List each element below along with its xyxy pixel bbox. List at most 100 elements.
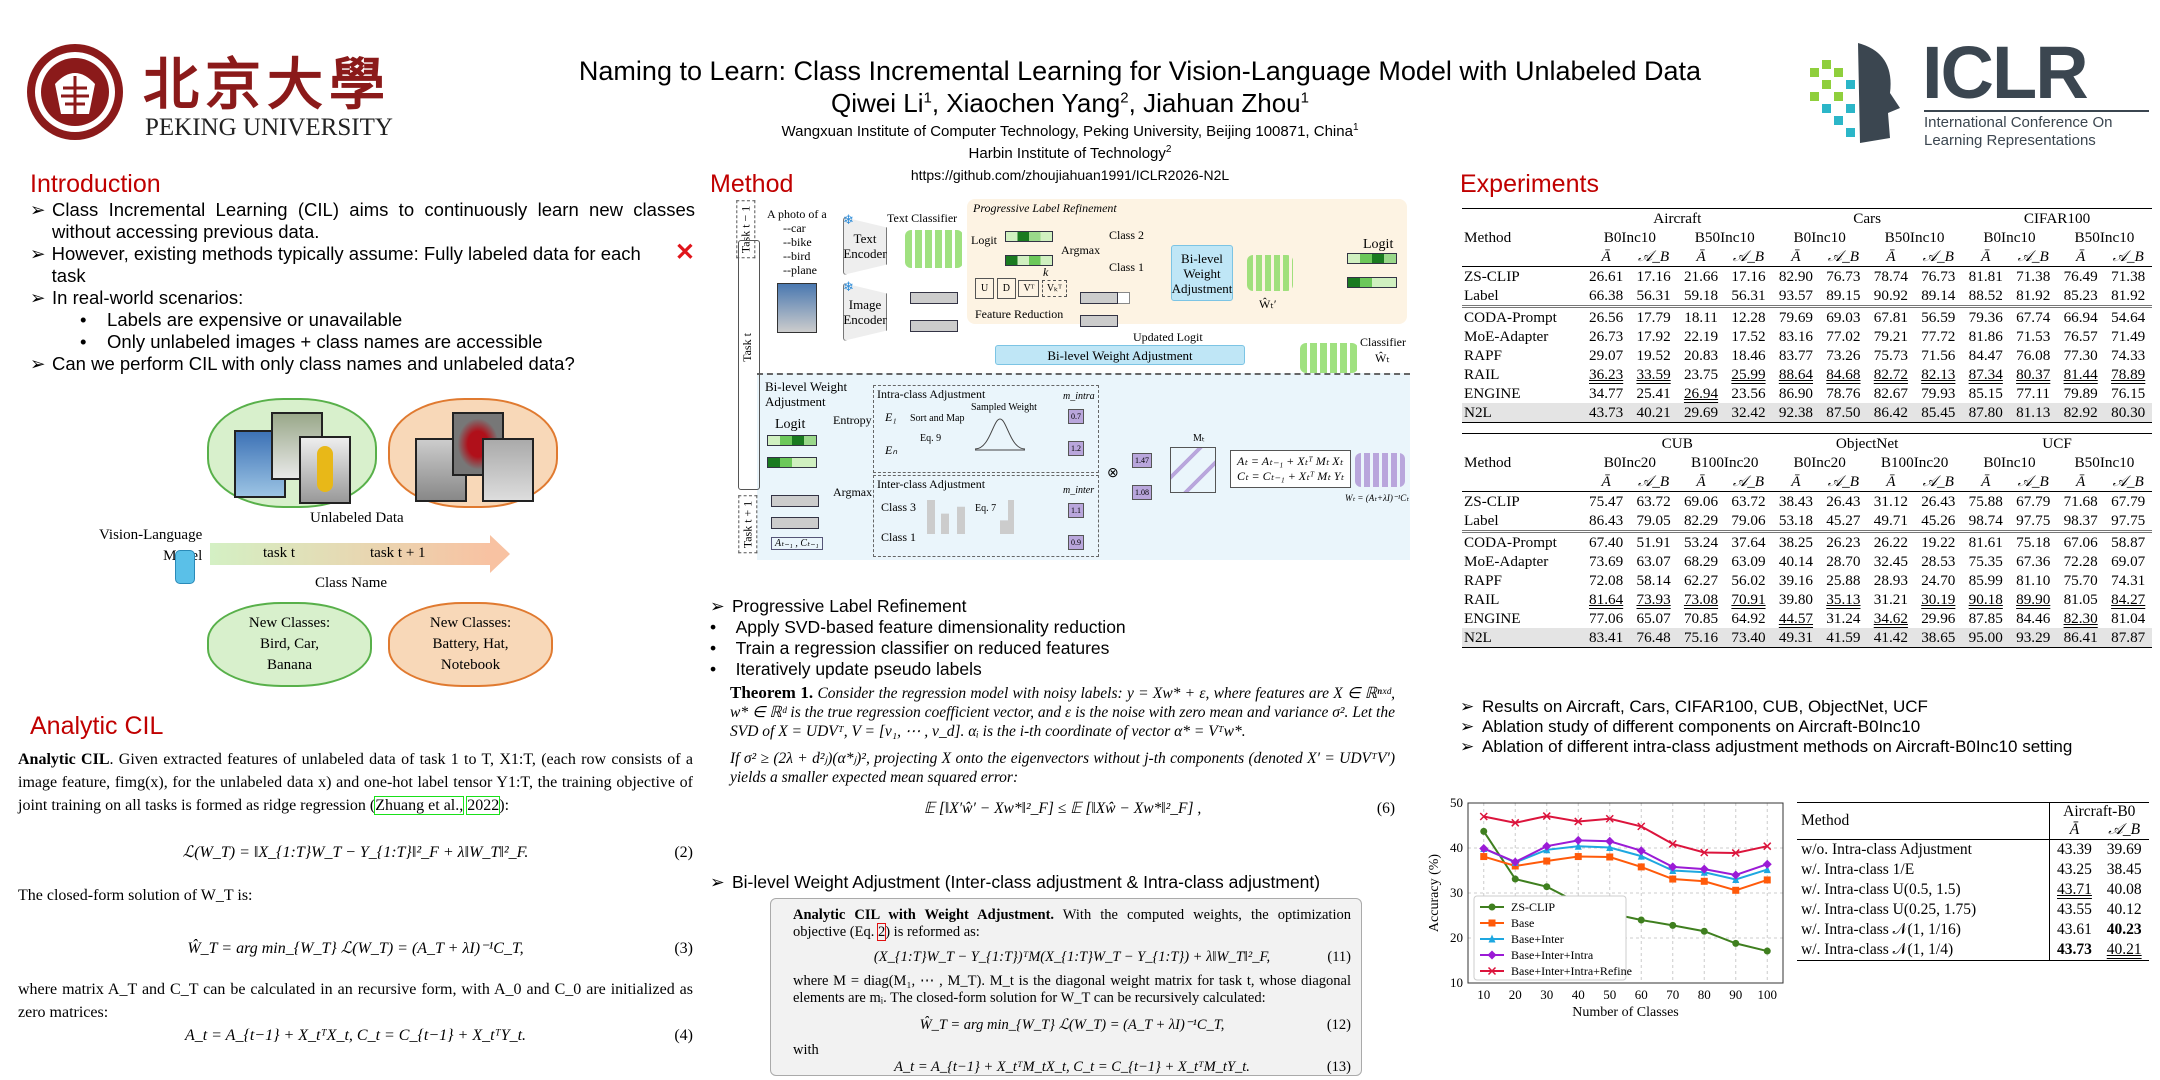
prev-stats-label: Aₜ₋₁ , Cₜ₋₁ [771, 537, 823, 550]
data-point [1699, 864, 1709, 874]
citation-link[interactable]: Zhuang et al., [374, 796, 465, 815]
plr-label: Progressive Label Refinement [973, 201, 1117, 215]
equation-3: Ŵ_T = arg min_{W_T} ℒ(W_T) = (A_T + λI)⁻… [18, 937, 693, 960]
metric-header: Ā [1582, 472, 1630, 492]
value-cell: 68.29 [1683, 553, 1719, 570]
snowflake-icon: ❄ [843, 279, 854, 294]
metric-header: 𝒜_B [1914, 247, 1963, 267]
table-row: w/. Intra-class U(0.25, 1.75) 43.55 40.12 [1797, 900, 2149, 920]
metric-header: Ā [2056, 247, 2105, 267]
class-name-label: Class Name [315, 575, 388, 591]
table-row: MoE-Adapter 26.73 17.92 22.19 17.52 83.16 77.0… [1462, 327, 2152, 346]
value-cell: 24.70 [1921, 572, 1956, 589]
intra-label: Intra-class Adjustment [877, 387, 986, 401]
notebook-photo [482, 438, 534, 502]
value-cell: 87.87 [2104, 628, 2152, 648]
results-table-2: CUB ObjectNet UCF Method B0Inc20 B100Inc20 B0I… [1462, 433, 2152, 648]
data-point [1480, 853, 1488, 861]
metric-header: 𝒜_B [1724, 472, 1773, 492]
value-cell: 25.88 [1826, 572, 1861, 589]
box-paragraph: with [793, 1042, 819, 1058]
pku-seal-icon [27, 44, 123, 140]
citation-link[interactable]: 2022 [466, 796, 501, 815]
table-row: ENGINE 34.77 25.41 26.94 23.56 86.90 78.76 82.6… [1462, 384, 2152, 403]
metric-header: Ā [1677, 247, 1725, 267]
value-cell: 67.74 [2009, 305, 2057, 327]
bullet-text: However, existing methods typically assu… [51, 243, 641, 286]
table-row: w/. Intra-class 1/E 43.25 38.45 [1797, 860, 2149, 880]
value-cell: 81.92 [2111, 287, 2146, 304]
analytic-paragraph: Analytic CIL. Given extracted features o… [18, 748, 693, 817]
value-cell: 40.14 [1778, 553, 1814, 570]
logit-bar [767, 435, 817, 446]
github-link[interactable]: https://github.com/zhoujiahuan1991/ICLR2… [910, 167, 1230, 183]
table-row: RAIL 36.23 33.59 23.75 25.99 88.64 84.68 82.72 8… [1462, 365, 2152, 384]
equation-text: (X_{1:T}W_T − Y_{1:T})ᵀM(X_{1:T}W_T − Y_… [873, 949, 1271, 965]
metric-header: Ā [1867, 247, 1915, 267]
value-cell: 17.92 [1636, 328, 1671, 345]
equation-number: (3) [674, 940, 693, 957]
bwa-detail-title: Bi-level Weight Adjustment [765, 379, 848, 409]
data-point [1542, 841, 1552, 851]
value-cell: 76.73 [1921, 268, 1956, 285]
equation-12: Ŵ_T = arg min_{W_T} ℒ(W_T) = (A_T + λI)⁻… [793, 1017, 1351, 1034]
value-cell: 32.42 [1724, 403, 1773, 423]
data-point [1574, 817, 1583, 826]
cloud-text: New Classes: [429, 615, 512, 631]
metric-header: Ā [2049, 821, 2100, 840]
value-cell: 78.74 [1873, 268, 1908, 285]
value-cell: 83.16 [1778, 328, 1814, 345]
header-row: Method Aircraft-B0 [1797, 802, 2149, 840]
method-cell: w/. Intra-class 1/E [1797, 860, 2050, 880]
arrow-bullet-icon: ➢ [1460, 717, 1475, 736]
value-cell: 38.45 [2106, 861, 2142, 878]
experiments-heading: Experiments [1460, 170, 1599, 198]
w-prime-label: Ŵₜ′ [1259, 297, 1277, 311]
equation-text: A_t = A_{t−1} + X_tᵀX_t, C_t = C_{t−1} +… [184, 1027, 527, 1044]
bullet-text: Apply SVD-based feature dimensionality r… [735, 617, 1126, 637]
banana-photo [299, 436, 351, 504]
value-cell: 29.69 [1677, 403, 1725, 423]
equation-2: ℒ(W_T) = ‖X_{1:T}W_T − Y_{1:T}‖²_F + λ‖W… [18, 841, 693, 864]
data-point [1573, 835, 1583, 845]
analytic-text: Analytic CIL. Given extracted features o… [18, 748, 693, 1047]
value-cell: 63.07 [1636, 553, 1671, 570]
metric-header: Ā [1677, 472, 1725, 492]
metric-header: Ā [1962, 247, 2010, 267]
value-cell: 73.40 [1724, 628, 1773, 648]
equation-text: Ŵ_T = arg min_{W_T} ℒ(W_T) = (A_T + λI)⁻… [187, 940, 524, 957]
method-cell: w/o. Intra-class Adjustment [1797, 839, 2050, 860]
value-cell: 76.08 [2016, 347, 2051, 364]
setting-header: B100Inc20 [1691, 454, 1759, 471]
table-row: w/. Intra-class 𝒩(1, 1/16) 43.61 40.23 [1797, 920, 2149, 940]
multiply-icon: ⊗ [1107, 466, 1119, 481]
x-tick-label: 10 [1477, 987, 1490, 1002]
value-cell: 75.73 [1873, 347, 1908, 364]
method-cell: CODA-Prompt [1462, 305, 1583, 327]
svd-d: D [996, 278, 1016, 299]
feature-box [771, 517, 819, 529]
box-paragraph: where M = diag(M₁, ⋯ , M_T). M_t is the … [793, 973, 1351, 1006]
data-point [1606, 853, 1614, 861]
value-cell: 74.33 [2111, 347, 2146, 364]
method-diagram: Task t − 1 Task t Task t + 1 A photo of … [735, 195, 1410, 560]
pku-english-name: PEKING UNIVERSITY [145, 114, 393, 141]
data-point [1543, 883, 1551, 891]
data-point [1668, 862, 1678, 872]
mt-label: Mₜ [1193, 433, 1205, 444]
value-cell: 75.18 [2009, 530, 2057, 552]
svd-vkt: Vₖᵀ [1041, 280, 1067, 297]
data-point [1731, 848, 1740, 857]
equation-ref-link[interactable]: 2 [876, 923, 887, 941]
gaussian-curve-icon [975, 418, 1025, 451]
setting-header: B50Inc10 [1884, 229, 1945, 246]
value-cell: 44.57 [1778, 610, 1814, 627]
value-cell: 84.47 [1968, 347, 2003, 364]
data-point [1605, 814, 1614, 823]
metric-header: 𝒜_B [1724, 247, 1773, 267]
setting-header: B0Inc20 [1793, 454, 1846, 471]
legend-label: ZS-CLIP [1511, 900, 1555, 914]
value-cell: 82.30 [2063, 610, 2098, 627]
inter-label: Inter-class Adjustment [877, 477, 986, 491]
intro-sub-bullet: • Labels are expensive or unavailable [80, 309, 403, 330]
